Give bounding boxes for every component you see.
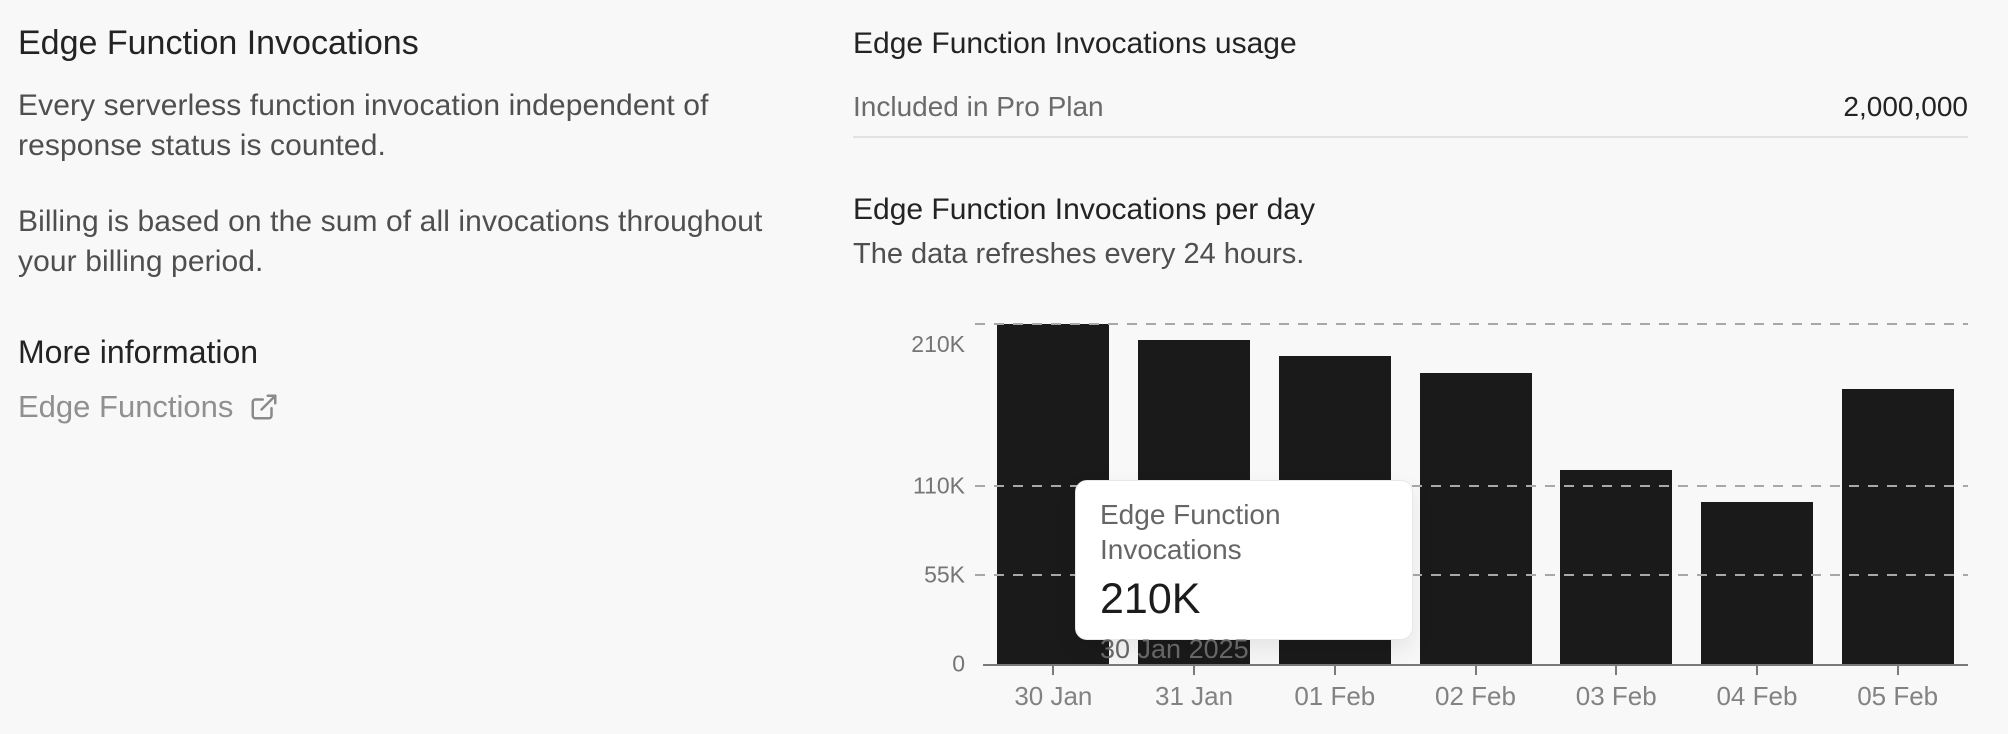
bar-03-feb[interactable]: [1560, 469, 1673, 664]
x-axis-tick-label: 02 Feb: [1435, 681, 1516, 711]
x-axis-tick-label: 01 Feb: [1294, 681, 1376, 711]
x-axis-tick-mark: [1615, 666, 1618, 675]
x-axis-tick-mark: [1333, 666, 1336, 675]
edge-functions-link-label: Edge Functions: [18, 389, 234, 424]
y-axis-labels: 0 55K 110K 210K: [853, 324, 983, 677]
y-axis-tick-label: 210K: [911, 331, 965, 357]
bar-slot: [1546, 324, 1687, 664]
bar-slot: [1827, 324, 1968, 664]
y-axis-tick-label: 55K: [924, 561, 965, 588]
x-axis: 30 Jan 31 Jan 01 Feb 02 Feb 03 Feb 04 Feb 05 F…: [983, 666, 1968, 713]
section-title: Edge Function Invocations: [18, 24, 419, 62]
chart-heading: Edge Function Invocations per day: [853, 193, 1315, 226]
usage-panel: Edge Function Invocations usage Included…: [853, 22, 1968, 734]
x-axis-tick-mark: [1474, 666, 1477, 675]
y-axis-tick-label: 0: [952, 650, 965, 677]
x-axis-slot: 03 Feb: [1546, 666, 1687, 713]
usage-row-label: Included in Pro Plan: [853, 91, 1104, 122]
x-axis-tick-mark: [1193, 666, 1196, 675]
bar-02-feb[interactable]: [1419, 372, 1532, 664]
x-axis-slot: 05 Feb: [1827, 666, 1968, 713]
x-axis-tick-label: 31 Jan: [1155, 681, 1234, 711]
x-axis-slot: 04 Feb: [1687, 666, 1828, 713]
bar-chart: 0 55K 110K 210K Edge Function Invocations 2…: [853, 323, 1968, 677]
x-axis-tick-label: 04 Feb: [1716, 681, 1798, 711]
usage-heading: Edge Function Invocations usage: [853, 27, 1297, 60]
tooltip-title: Edge Function Invocations: [1100, 499, 1281, 565]
x-axis-tick-mark: [1755, 666, 1758, 675]
chart-tooltip: Edge Function Invocations 210K 30 Jan 20…: [1075, 480, 1413, 664]
x-axis-slot: 30 Jan: [983, 666, 1124, 713]
usage-row-value: 2,000,000: [1843, 91, 1968, 122]
tooltip-date: 30 Jan 2025: [1100, 634, 1249, 664]
tooltip-value: 210K: [1100, 575, 1201, 623]
bar-slot: [1405, 324, 1546, 664]
left-panel: Edge Function Invocations Every serverle…: [18, 22, 828, 734]
bar-slot: [1687, 324, 1828, 664]
more-information-heading: More information: [18, 334, 259, 370]
chart-plot: Edge Function Invocations 210K 30 Jan 20…: [975, 323, 1968, 666]
x-axis-tick-label: 05 Feb: [1857, 681, 1939, 711]
x-axis-slot: 31 Jan: [1124, 666, 1265, 713]
bar-05-feb[interactable]: [1841, 388, 1954, 664]
x-axis-tick-label: 30 Jan: [1014, 681, 1093, 711]
external-link-icon: [249, 392, 279, 422]
y-axis-tick-label: 110K: [912, 472, 965, 499]
section-description-2: Billing is based on the sum of all invoc…: [18, 205, 763, 278]
x-axis-tick-mark: [1896, 666, 1899, 675]
section-description-1: Every serverless function invocation ind…: [18, 89, 709, 162]
x-axis-slot: 01 Feb: [1264, 666, 1405, 713]
x-axis-slot: 02 Feb: [1405, 666, 1546, 713]
chart-subheading: The data refreshes every 24 hours.: [853, 238, 1305, 270]
x-axis-tick-mark: [1052, 666, 1055, 675]
x-axis-tick-label: 03 Feb: [1575, 681, 1657, 711]
usage-row: Included in Pro Plan 2,000,000: [853, 90, 1968, 138]
bar-04-feb[interactable]: [1700, 502, 1813, 664]
edge-functions-link[interactable]: Edge Functions: [18, 388, 279, 426]
